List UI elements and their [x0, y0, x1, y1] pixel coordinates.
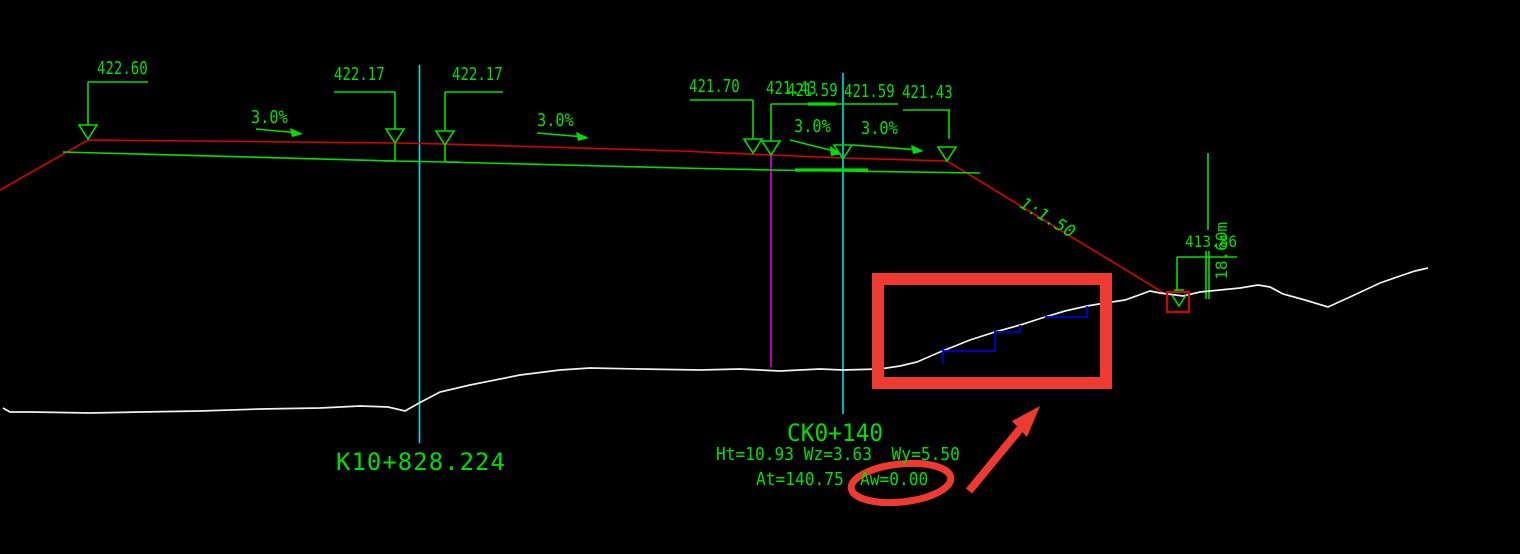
triangle-down-icon: [77, 124, 99, 141]
arrowhead-icon: [830, 146, 842, 156]
triangle-down-icon: [434, 130, 456, 147]
triangle-down-icon: [760, 140, 782, 157]
level-marker-triangles: [77, 124, 958, 163]
elevation-label-5-overlapped: 421.43: [766, 78, 817, 99]
arrowhead-icon: [290, 128, 303, 137]
annotation-ellipse: [847, 459, 955, 507]
triangle-down-icon: [384, 128, 406, 145]
annotation-arrow-shaft: [965, 426, 1024, 494]
grade-label-2: 3.0%: [537, 110, 574, 131]
ground-line: [2, 267, 1429, 414]
elevation-label-6-overlapped: 421.59: [787, 80, 838, 101]
elevation-label-7: 421.59: [844, 81, 895, 102]
elevation-label-4: 421.70: [689, 76, 740, 97]
grade-label-1: 3.0%: [251, 107, 288, 128]
arrowhead-icon: [576, 132, 589, 141]
toe-elevation-label: 413.86: [1185, 232, 1238, 251]
elevation-label-8: 421.43: [902, 82, 953, 103]
triangle-down-icon: [936, 146, 958, 163]
benching-steps: [942, 306, 1088, 364]
grade-label-3: 3.0%: [794, 116, 831, 137]
elevation-label-1: 422.60: [97, 58, 148, 79]
section-param-aw-circled: Aw=0.00: [860, 469, 929, 490]
highlight-rectangle: [872, 273, 1112, 389]
check-v-icon: [1171, 289, 1187, 308]
dimension-leader-lines: [87, 81, 1237, 299]
station-label: K10+828.224: [336, 448, 506, 476]
toe-marker-box: [1166, 291, 1190, 313]
arrowhead-icon: [911, 145, 924, 154]
grade-arrows: [255, 128, 924, 156]
section-params-line1: Ht=10.93 Wz=3.63 Wy=5.50: [716, 444, 960, 465]
elevation-label-3: 422.17: [452, 64, 503, 85]
section-param-at: At=140.75: [756, 469, 844, 490]
grade-label-4: 3.0%: [861, 118, 898, 139]
design-surface-line: [0, 139, 1168, 296]
triangle-down-icon: [742, 138, 764, 155]
grade-arrow-line: [852, 144, 921, 151]
annotation-arrowhead-icon: [1012, 406, 1040, 437]
elevation-label-2: 422.17: [334, 64, 385, 85]
section-id-label: CK0+140: [787, 419, 884, 447]
grade-arrow-line: [789, 139, 839, 153]
